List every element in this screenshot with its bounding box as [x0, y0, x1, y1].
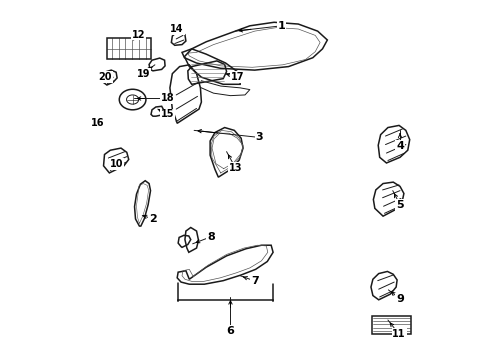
- Text: 7: 7: [251, 276, 259, 286]
- Text: 6: 6: [226, 326, 234, 336]
- Text: 14: 14: [171, 24, 184, 34]
- Text: 20: 20: [98, 72, 112, 82]
- Bar: [372, 316, 411, 334]
- Text: 13: 13: [228, 163, 242, 172]
- Text: 4: 4: [396, 141, 404, 151]
- Text: 15: 15: [161, 109, 174, 120]
- Bar: [107, 38, 150, 59]
- Text: 11: 11: [392, 329, 406, 339]
- Text: 3: 3: [256, 132, 263, 143]
- Text: 16: 16: [91, 118, 104, 128]
- Text: 9: 9: [396, 294, 404, 304]
- Text: 5: 5: [396, 200, 404, 210]
- Text: 17: 17: [231, 72, 245, 82]
- Text: 18: 18: [161, 94, 174, 103]
- Text: 1: 1: [277, 21, 285, 31]
- Text: 8: 8: [207, 232, 215, 242]
- Text: 2: 2: [149, 214, 157, 224]
- Text: 10: 10: [110, 159, 123, 169]
- Text: 19: 19: [137, 69, 150, 79]
- Text: 12: 12: [132, 30, 145, 40]
